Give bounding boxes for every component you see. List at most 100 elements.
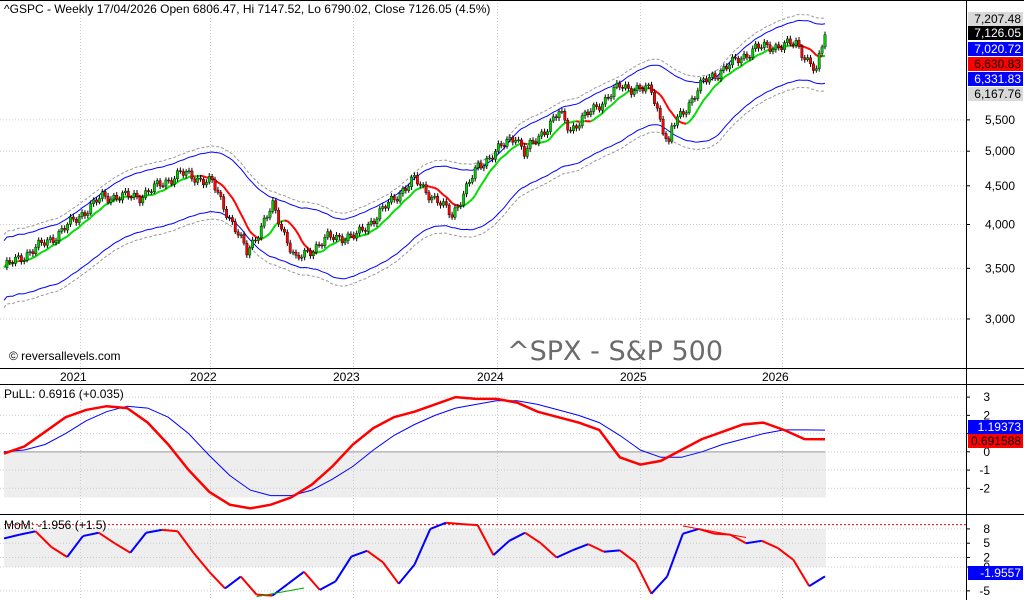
candle-body	[135, 192, 139, 198]
moving-average-segment	[240, 213, 245, 221]
candle-body	[447, 204, 451, 215]
candle-body	[251, 239, 255, 248]
candle-body	[820, 46, 824, 54]
mom-segment	[303, 571, 321, 591]
candle-body	[245, 242, 249, 256]
candle-body	[398, 193, 402, 202]
candle-body	[589, 111, 593, 116]
moving-average-segment	[321, 248, 326, 253]
candle-body	[494, 151, 497, 160]
candle-body	[361, 226, 364, 231]
moving-average-segment	[387, 213, 393, 219]
moving-average-segment	[448, 199, 453, 204]
candle-body	[436, 195, 440, 204]
moving-average-segment	[156, 190, 161, 194]
price-plot	[3, 13, 827, 308]
candle-body	[586, 111, 590, 116]
candle-body	[777, 44, 781, 49]
candle-body	[783, 42, 786, 50]
candle-body	[760, 47, 763, 49]
x-tick-label: 2023	[333, 370, 360, 384]
candle-body	[51, 237, 55, 243]
candle-body	[742, 53, 746, 60]
candle-body	[109, 198, 113, 203]
moving-average-segment	[604, 106, 609, 111]
candle-body	[352, 234, 356, 239]
candle-body	[433, 195, 437, 198]
mom-positive-zone	[4, 528, 826, 568]
moving-average-segment	[506, 149, 511, 155]
y-tick-label: 3,500	[985, 261, 1015, 275]
moving-average-segment	[399, 201, 404, 207]
moving-average-segment	[624, 90, 630, 95]
moving-average-segment	[93, 211, 98, 216]
moving-average-segment	[41, 250, 45, 254]
candle-body	[537, 135, 541, 144]
candle-body	[511, 137, 515, 143]
lower-band	[3, 79, 826, 301]
candle-body	[31, 251, 35, 254]
moving-average-segment	[610, 102, 615, 107]
candle-body	[121, 192, 124, 201]
price-badge-label: 6,630.83	[974, 57, 1021, 71]
candle-body	[124, 190, 127, 193]
candle-body	[473, 167, 477, 179]
moving-average-segment	[656, 91, 661, 96]
moving-average-segment	[81, 220, 86, 225]
candle-body	[421, 184, 425, 186]
candle-body	[546, 131, 549, 135]
candle-body	[37, 239, 41, 248]
moving-average-segment	[43, 248, 48, 252]
candle-body	[482, 165, 486, 169]
moving-average-segment	[225, 189, 231, 195]
mom-segment	[603, 549, 620, 553]
candle-body	[444, 201, 448, 206]
moving-average-segment	[619, 94, 624, 99]
moving-average-segment	[370, 228, 375, 233]
candle-body	[66, 224, 69, 231]
moving-average-segment	[483, 175, 488, 182]
candle-body	[228, 217, 231, 219]
candle-body	[797, 40, 801, 47]
candle-body	[45, 239, 49, 246]
pull-main-line	[3, 395, 826, 510]
moving-average-segment	[324, 246, 329, 251]
candle-body	[22, 260, 26, 262]
moving-average-segment	[228, 193, 234, 199]
moving-average-segment	[413, 188, 418, 192]
moving-average-segment	[297, 234, 303, 242]
candle-body	[791, 43, 795, 46]
moving-average-segment	[286, 220, 291, 225]
candle-body	[366, 224, 370, 232]
candle-body	[271, 200, 275, 212]
y-tick-label: -1	[979, 463, 990, 477]
candle-body	[745, 53, 749, 58]
bearish-divergence-line	[682, 525, 747, 538]
mom-segment	[19, 530, 36, 536]
x-tick-label: 2022	[190, 370, 217, 384]
candle-body	[470, 178, 474, 183]
mom-segment	[445, 521, 462, 526]
candle-body	[225, 209, 228, 218]
candle-body	[491, 157, 494, 160]
candle-body	[462, 193, 466, 206]
candle-body	[100, 191, 104, 199]
moving-average-segment	[558, 124, 563, 130]
moving-average-segment	[390, 210, 396, 215]
moving-average-segment	[373, 227, 378, 231]
y-tick-label: 3,000	[985, 312, 1015, 326]
pull-badge-label: 1.19373	[978, 420, 1022, 434]
moving-average-segment	[694, 108, 699, 115]
moving-average-segment	[32, 255, 37, 259]
moving-average-segment	[465, 200, 471, 205]
candle-body	[514, 139, 518, 143]
moving-average-segment	[549, 133, 555, 139]
candle-body	[57, 231, 61, 241]
moving-average-segment	[295, 229, 300, 236]
x-tick-label: 2025	[620, 370, 647, 384]
candle-body	[8, 260, 12, 263]
candle-body	[459, 204, 463, 207]
mom-title: MoM: -1.956 (+1.5)	[4, 518, 106, 532]
moving-average-segment	[728, 70, 734, 75]
